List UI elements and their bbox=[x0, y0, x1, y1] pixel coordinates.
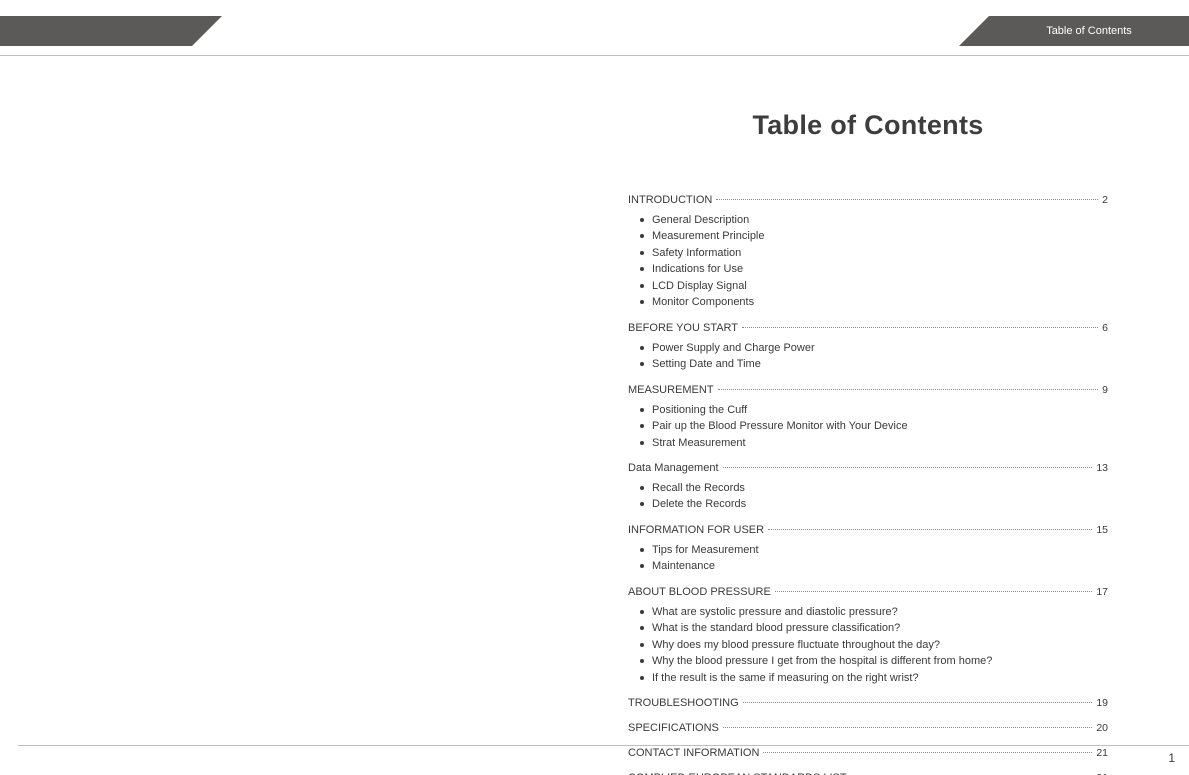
toc-subitems: Recall the RecordsDelete the Records bbox=[628, 480, 1108, 513]
header-rule bbox=[0, 55, 1189, 56]
toc-section-title: BEFORE YOU START bbox=[628, 321, 738, 336]
toc-leader-dots bbox=[768, 528, 1092, 530]
toc-subitem: Safety Information bbox=[640, 245, 1108, 262]
toc-row: SPECIFICATIONS 20 bbox=[628, 721, 1108, 736]
toc-subitems: General DescriptionMeasurement Principle… bbox=[628, 212, 1108, 311]
toc-row: BEFORE YOU START 6 bbox=[628, 321, 1108, 336]
toc-page-number: 20 bbox=[1096, 721, 1108, 735]
toc-section-title: MEASUREMENT bbox=[628, 383, 714, 398]
toc-subitem: Positioning the Cuff bbox=[640, 402, 1108, 419]
toc-section-title: INFORMATION FOR USER bbox=[628, 523, 764, 538]
toc-subitems: Positioning the CuffPair up the Blood Pr… bbox=[628, 402, 1108, 452]
toc-list: INTRODUCTION 2 General DescriptionMeasurem… bbox=[628, 193, 1108, 775]
toc-subitem: What are systolic pressure and diastolic… bbox=[640, 604, 1108, 621]
toc-subitem: Pair up the Blood Pressure Monitor with … bbox=[640, 418, 1108, 435]
toc-subitem: Tips for Measurement bbox=[640, 542, 1108, 559]
toc-leader-dots bbox=[723, 466, 1093, 468]
toc-section-title: INTRODUCTION bbox=[628, 193, 712, 208]
toc-section: SPECIFICATIONS 20 bbox=[628, 721, 1108, 736]
toc-content: Table of Contents INTRODUCTION 2 General D… bbox=[628, 110, 1108, 775]
toc-row: INFORMATION FOR USER 15 bbox=[628, 523, 1108, 538]
toc-section-title: SPECIFICATIONS bbox=[628, 721, 719, 736]
toc-subitem: Setting Date and Time bbox=[640, 356, 1108, 373]
toc-section: COMPLIED EUROPEAN STANDARDS LIST 21 bbox=[628, 771, 1108, 775]
toc-page-number: 6 bbox=[1102, 321, 1108, 335]
toc-section: INFORMATION FOR USER 15 Tips for Measureme… bbox=[628, 523, 1108, 575]
toc-section: INTRODUCTION 2 General DescriptionMeasurem… bbox=[628, 193, 1108, 311]
toc-section: ABOUT BLOOD PRESSURE 17 What are systolic … bbox=[628, 585, 1108, 686]
header-bar-left bbox=[0, 16, 192, 46]
page-number: 1 bbox=[1168, 751, 1175, 765]
toc-leader-dots bbox=[718, 388, 1099, 390]
toc-subitem: If the result is the same if measuring o… bbox=[640, 670, 1108, 687]
toc-section: MEASUREMENT 9 Positioning the CuffPair up … bbox=[628, 383, 1108, 451]
toc-row: CONTACT INFORMATION 21 bbox=[628, 746, 1108, 761]
toc-row: Data Management 13 bbox=[628, 461, 1108, 476]
toc-section-title: Data Management bbox=[628, 461, 719, 476]
toc-subitem: Monitor Components bbox=[640, 294, 1108, 311]
page-title: Table of Contents bbox=[628, 110, 1108, 141]
toc-leader-dots bbox=[763, 751, 1092, 753]
toc-leader-dots bbox=[775, 590, 1092, 592]
toc-page-number: 15 bbox=[1096, 523, 1108, 537]
toc-section: Data Management 13 Recall the RecordsDelet… bbox=[628, 461, 1108, 513]
toc-section: CONTACT INFORMATION 21 bbox=[628, 746, 1108, 761]
toc-leader-dots bbox=[716, 198, 1098, 200]
toc-page-number: 17 bbox=[1096, 585, 1108, 599]
toc-section-title: ABOUT BLOOD PRESSURE bbox=[628, 585, 771, 600]
header-tab-label: Table of Contents bbox=[1046, 25, 1132, 37]
toc-subitems: Power Supply and Charge PowerSetting Dat… bbox=[628, 340, 1108, 373]
toc-subitems: What are systolic pressure and diastolic… bbox=[628, 604, 1108, 687]
toc-subitem: Why does my blood pressure fluctuate thr… bbox=[640, 637, 1108, 654]
header-tab: Table of Contents bbox=[989, 16, 1189, 46]
toc-subitem: Recall the Records bbox=[640, 480, 1108, 497]
toc-page-number: 9 bbox=[1102, 383, 1108, 397]
toc-page-number: 2 bbox=[1102, 193, 1108, 207]
toc-subitems: Tips for MeasurementMaintenance bbox=[628, 542, 1108, 575]
toc-subitem: Strat Measurement bbox=[640, 435, 1108, 452]
toc-leader-dots bbox=[742, 326, 1098, 328]
toc-page-number: 19 bbox=[1096, 696, 1108, 710]
toc-subitem: Why the blood pressure I get from the ho… bbox=[640, 653, 1108, 670]
toc-subitem: What is the standard blood pressure clas… bbox=[640, 620, 1108, 637]
document-page: Table of Contents Table of Contents INTR… bbox=[0, 0, 1189, 775]
toc-subitem: Measurement Principle bbox=[640, 228, 1108, 245]
toc-subitem: Power Supply and Charge Power bbox=[640, 340, 1108, 357]
toc-section-title: COMPLIED EUROPEAN STANDARDS LIST bbox=[628, 771, 847, 775]
toc-page-number: 13 bbox=[1096, 461, 1108, 475]
toc-leader-dots bbox=[743, 701, 1093, 703]
toc-section-title: CONTACT INFORMATION bbox=[628, 746, 759, 761]
toc-page-number: 21 bbox=[1096, 771, 1108, 775]
toc-leader-dots bbox=[723, 726, 1092, 728]
toc-row: COMPLIED EUROPEAN STANDARDS LIST 21 bbox=[628, 771, 1108, 775]
toc-subitem: Maintenance bbox=[640, 558, 1108, 575]
toc-section: TROUBLESHOOTING 19 bbox=[628, 696, 1108, 711]
toc-section: BEFORE YOU START 6 Power Supply and Charge… bbox=[628, 321, 1108, 373]
toc-page-number: 21 bbox=[1096, 746, 1108, 760]
toc-subitem: General Description bbox=[640, 212, 1108, 229]
toc-row: INTRODUCTION 2 bbox=[628, 193, 1108, 208]
toc-subitem: Delete the Records bbox=[640, 496, 1108, 513]
toc-row: TROUBLESHOOTING 19 bbox=[628, 696, 1108, 711]
toc-section-title: TROUBLESHOOTING bbox=[628, 696, 739, 711]
toc-subitem: LCD Display Signal bbox=[640, 278, 1108, 295]
toc-row: MEASUREMENT 9 bbox=[628, 383, 1108, 398]
toc-row: ABOUT BLOOD PRESSURE 17 bbox=[628, 585, 1108, 600]
toc-subitem: Indications for Use bbox=[640, 261, 1108, 278]
